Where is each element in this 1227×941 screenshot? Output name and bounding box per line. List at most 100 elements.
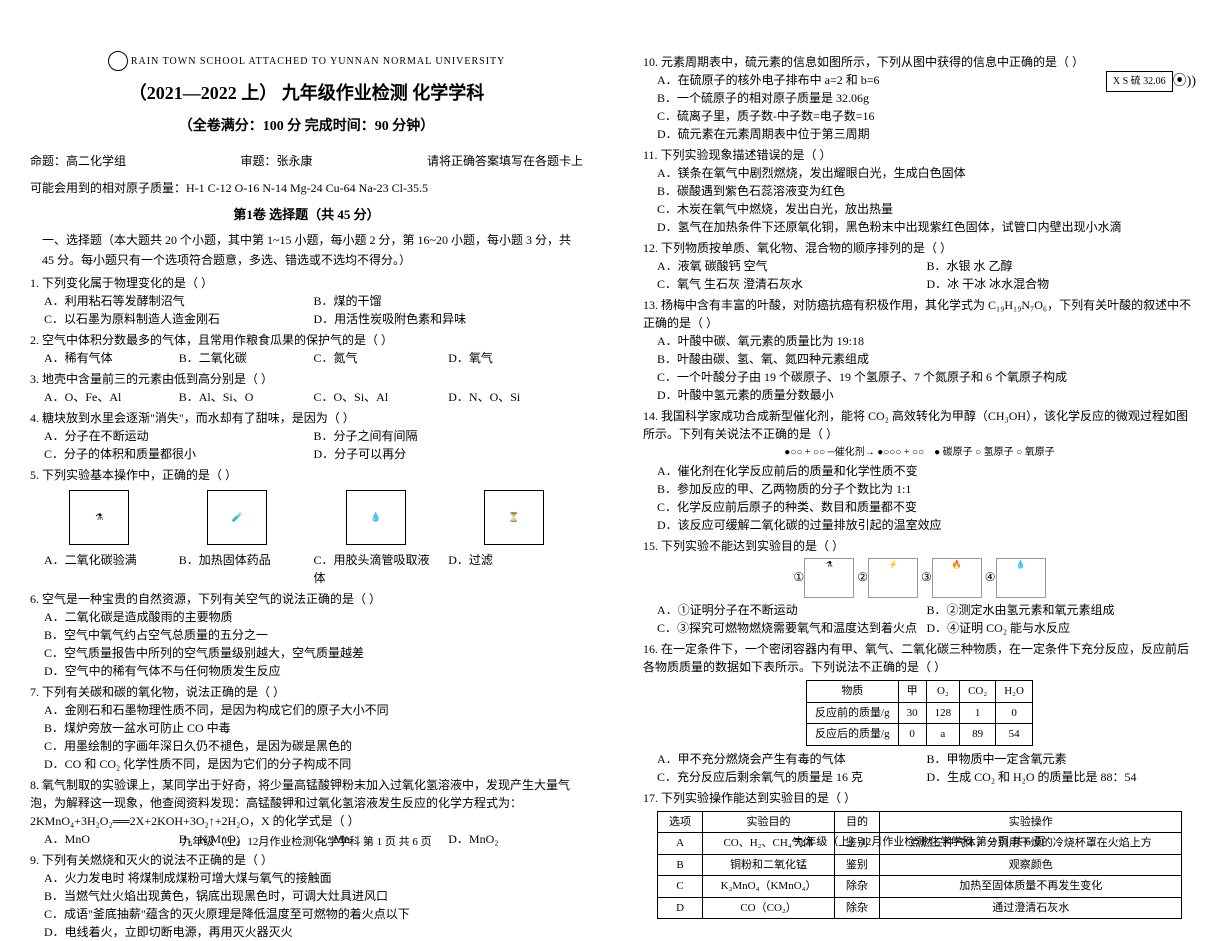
q13-a: A．叶酸中碳、氧元素的质量比为 19:18 xyxy=(657,332,1196,350)
q4-a: A．分子在不断运动 xyxy=(44,427,314,445)
q4-options: A．分子在不断运动 B．分子之间有间隔 C．分子的体积和质量都很小 D．分子可以… xyxy=(44,427,583,463)
q17-d-0: D xyxy=(657,897,702,919)
author-right: 请将正确答案填写在各题卡上 xyxy=(427,152,583,171)
q17-d-2: 除杂 xyxy=(834,897,879,919)
q16-th-2: O₂ xyxy=(926,681,960,703)
q15-diagrams: ①⚗ ②⚡ ③🔥 ④💧 xyxy=(643,558,1196,598)
q16-r1-4: 0 xyxy=(996,702,1033,724)
q10-c: C．硫离子里，质子数-中子数=电子数=16 xyxy=(657,107,1106,125)
q11-b: B．碳酸遇到紫色石蕊溶液变为红色 xyxy=(657,182,1196,200)
q9-d: D．电线着火，立即切断电源，再用灭火器灭火 xyxy=(44,923,583,941)
q15-diagram-4: 💧 xyxy=(996,558,1046,598)
q14-d: D．该反应可缓解二氧化碳的过量排放引起的温室效应 xyxy=(657,516,1196,534)
q17-c-3: 加热至固体质量不再发生变化 xyxy=(880,876,1182,898)
q14-c: C．化学反应前后原子的种类、数目和质量都不变 xyxy=(657,498,1196,516)
q10-options: A．在硫原子的核外电子排布中 a=2 和 b=6 B．一个硫原子的相对原子质量是… xyxy=(657,71,1106,143)
question-7: 7. 下列有关碳和碳的氧化物，说法正确的是（ ） A．金刚石和石墨物理性质不同，… xyxy=(30,683,583,773)
q3-d: D．N、O、Si xyxy=(448,388,583,406)
question-2: 2. 空气中体积分数最多的气体，且常用作粮食瓜果的保护气的是（ ） A．稀有气体… xyxy=(30,331,583,367)
q14-a: A．催化剂在化学反应前后的质量和化学性质不变 xyxy=(657,462,1196,480)
q17-b-1: 铜粉和二氧化锰 xyxy=(703,854,835,876)
q5-diagram-d: ⏳ xyxy=(484,490,544,545)
question-5: 5. 下列实验基本操作中，正确的是（ ） ⚗ 🧪 💧 ⏳ A．二氧化碳验满 B．… xyxy=(30,466,583,587)
q12-text: 12. 下列物质按单质、氧化物、混合物的顺序排列的是（ ） xyxy=(643,239,1196,257)
footer-page2: 九年级（上）12月作业检测 化学学科 第 2 页 共 6 页 xyxy=(613,834,1226,852)
q1-c: C．以石墨为原料制造人造金刚石 xyxy=(44,310,314,328)
q7-c: C．用墨绘制的字画年深日久仍不褪色，是因为碳是黑色的 xyxy=(44,737,583,755)
q12-d: D．冰 干冰 冰水混合物 xyxy=(927,275,1197,293)
q2-a: A．稀有气体 xyxy=(44,349,179,367)
exam-title: （2021—2022 上） 九年级作业检测 化学学科 xyxy=(30,79,583,108)
q7-a: A．金刚石和石墨物理性质不同，是因为构成它们的原子大小不同 xyxy=(44,701,583,719)
q17-d-3: 通过澄清石灰水 xyxy=(880,897,1182,919)
q16-table-header: 物质 甲 O₂ CO₂ H₂O xyxy=(807,681,1033,703)
footer-page1: 九年级（上）12月作业检测 化学学科 第 1 页 共 6 页 xyxy=(0,834,613,852)
q6-a: A．二氧化碳是造成酸雨的主要物质 xyxy=(44,608,583,626)
question-6: 6. 空气是一种宝贵的自然资源，下列有关空气的说法正确的是（ ） A．二氧化碳是… xyxy=(30,590,583,680)
q14-options: A．催化剂在化学反应前后的质量和化学性质不变 B．参加反应的甲、乙两物质的分子个… xyxy=(657,462,1196,534)
q16-text: 16. 在一定条件下，一个密闭容器内有甲、氧气、二氧化碳三种物质，在一定条件下充… xyxy=(643,640,1196,676)
question-14: 14. 我国科学家成功合成新型催化剂，能将 CO₂ 高效转化为甲醇（CH₃OH）… xyxy=(643,407,1196,534)
q15-text: 15. 下列实验不能达到实验目的是（ ） xyxy=(643,537,1196,555)
q10-b: B．一个硫原子的相对原子质量是 32.06g xyxy=(657,89,1106,107)
q2-text: 2. 空气中体积分数最多的气体，且常用作粮食瓜果的保护气的是（ ） xyxy=(30,331,583,349)
q5-diagram-c: 💧 xyxy=(346,490,406,545)
school-logo xyxy=(108,51,128,71)
q17-table-header: 选项 实验目的 目的 实验操作 xyxy=(657,811,1181,833)
q3-b: B．Al、Si、O xyxy=(179,388,314,406)
q17-b-3: 观察颜色 xyxy=(880,854,1182,876)
q11-options: A．镁条在氧气中剧烈燃烧，发出耀眼白光，生成白色固体 B．碳酸遇到紫色石蕊溶液变… xyxy=(657,164,1196,236)
author-row: 命题：高二化学组 审题：张永康 请将正确答案填写在各题卡上 xyxy=(30,148,583,175)
q15-d: D．④证明 CO₂ 能与水反应 xyxy=(927,619,1197,637)
q16-r2-4: 54 xyxy=(996,724,1033,746)
q1-a: A．利用粘石等发酵制沼气 xyxy=(44,292,314,310)
q16-th-0: 物质 xyxy=(807,681,899,703)
q3-c: C．O、Si、Al xyxy=(314,388,449,406)
q17-c-0: C xyxy=(657,876,702,898)
q15-diagram-3: 🔥 xyxy=(932,558,982,598)
q7-b: B．煤炉旁放一盆水可防止 CO 中毒 xyxy=(44,719,583,737)
q16-table-row1: 反应前的质量/g 30 128 1 0 xyxy=(807,702,1033,724)
q1-d: D．用活性炭吸附色素和异味 xyxy=(314,310,584,328)
q7-text: 7. 下列有关碳和碳的氧化物，说法正确的是（ ） xyxy=(30,683,583,701)
q2-options: A．稀有气体 B．二氧化碳 C．氮气 D．氧气 xyxy=(44,349,583,367)
q7-options: A．金刚石和石墨物理性质不同，是因为构成它们的原子大小不同 B．煤炉旁放一盆水可… xyxy=(44,701,583,773)
q17-th-2: 目的 xyxy=(834,811,879,833)
q2-c: C．氮气 xyxy=(314,349,449,367)
q3-a: A．O、Fe、Al xyxy=(44,388,179,406)
score-time: （全卷满分：100 分 完成时间：90 分钟） xyxy=(30,116,583,138)
q16-r2-0: 反应后的质量/g xyxy=(807,724,899,746)
q17-row-b: B 铜粉和二氧化锰 鉴别 观察颜色 xyxy=(657,854,1181,876)
q7-d: D．CO 和 CO₂ 化学性质不同，是因为它们的分子构成不同 xyxy=(44,755,583,773)
q3-text: 3. 地壳中含量前三的元素由低到高分别是（ ） xyxy=(30,370,583,388)
question-10: 10. 元素周期表中，硫元素的信息如图所示，下列从图中获得的信息中正确的是（ ）… xyxy=(643,53,1196,143)
q9-options: A．火力发电时 将煤制成煤粉可增大煤与氧气的接触面 B．当燃气灶火焰出现黄色，锅… xyxy=(44,869,583,941)
q10-text: 10. 元素周期表中，硫元素的信息如图所示，下列从图中获得的信息中正确的是（ ） xyxy=(643,53,1196,71)
q17-th-3: 实验操作 xyxy=(880,811,1182,833)
q10-electron-icon: ⦿)) xyxy=(1173,71,1196,92)
q5-b: B．加热固体药品 xyxy=(179,551,314,587)
q16-th-3: CO₂ xyxy=(960,681,996,703)
page-left: RAIN TOWN SCHOOL ATTACHED TO YUNNAN NORM… xyxy=(0,0,613,867)
q13-d: D．叶酸中氢元素的质量分数最小 xyxy=(657,386,1196,404)
q11-text: 11. 下列实验现象描述错误的是（ ） xyxy=(643,146,1196,164)
q14-b: B．参加反应的甲、乙两物质的分子个数比为 1:1 xyxy=(657,480,1196,498)
q6-text: 6. 空气是一种宝贵的自然资源，下列有关空气的说法正确的是（ ） xyxy=(30,590,583,608)
q14-text: 14. 我国科学家成功合成新型催化剂，能将 CO₂ 高效转化为甲醇（CH₃OH）… xyxy=(643,407,1196,443)
question-3: 3. 地壳中含量前三的元素由低到高分别是（ ） A．O、Fe、Al B．Al、S… xyxy=(30,370,583,406)
q16-options: A．甲不充分燃烧会产生有毒的气体 B．甲物质中一定含氧元素 C．充分反应后剩余氧… xyxy=(657,750,1196,786)
q16-th-1: 甲 xyxy=(898,681,926,703)
q1-options: A．利用粘石等发酵制沼气 B．煤的干馏 C．以石墨为原料制造人造金刚石 D．用活… xyxy=(44,292,583,328)
part1-title: 第1卷 选择题（共 45 分） xyxy=(30,205,583,226)
q1-text: 1. 下列变化属于物理变化的是（ ） xyxy=(30,274,583,292)
q6-d: D．空气中的稀有气体不与任何物质发生反应 xyxy=(44,662,583,680)
question-1: 1. 下列变化属于物理变化的是（ ） A．利用粘石等发酵制沼气 B．煤的干馏 C… xyxy=(30,274,583,328)
q17-text: 17. 下列实验操作能达到实验目的是（ ） xyxy=(643,789,1196,807)
q6-options: A．二氧化碳是造成酸雨的主要物质 B．空气中氧气约占空气总质量的五分之一 C．空… xyxy=(44,608,583,680)
question-4: 4. 糖块放到水里会逐渐"消失"，而水却有了甜味，是因为（ ） A．分子在不断运… xyxy=(30,409,583,463)
q10-element-box: X S 硫 32.06 xyxy=(1106,71,1173,92)
q5-d: D．过滤 xyxy=(448,551,583,587)
q5-diagram-a: ⚗ xyxy=(69,490,129,545)
q9-c: C．成语"釜底抽薪"蕴含的灭火原理是降低温度至可燃物的着火点以下 xyxy=(44,905,583,923)
q11-d: D．氢气在加热条件下还原氧化铜，黑色粉末中出现紫红色固体，试管口内壁出现小水滴 xyxy=(657,218,1196,236)
